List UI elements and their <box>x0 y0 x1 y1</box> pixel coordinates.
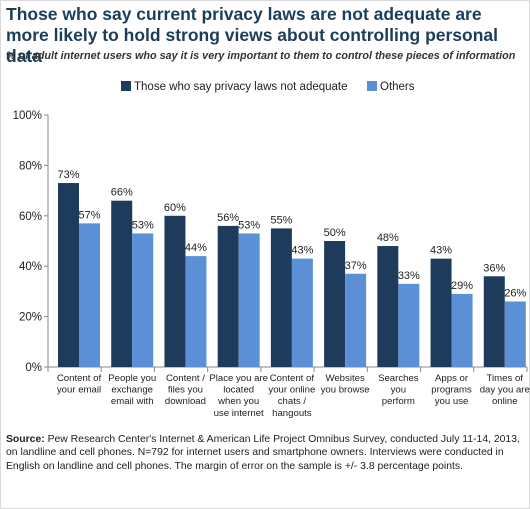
bar-not-adequate <box>270 228 292 367</box>
category-label-line: Times of <box>487 373 524 384</box>
data-label: 26% <box>504 287 526 299</box>
category-label-line: online <box>492 396 518 407</box>
data-label: 48% <box>377 232 399 244</box>
category-label-line: exchange <box>111 385 153 396</box>
bar-not-adequate <box>111 200 133 367</box>
bar-not-adequate <box>430 258 452 367</box>
legend-label: Others <box>380 81 415 93</box>
data-label: 43% <box>430 245 452 257</box>
category-label-line: you <box>391 385 406 396</box>
bar-others <box>238 233 260 367</box>
category-label: Content / files you download <box>165 373 206 407</box>
data-label: 50% <box>324 227 346 239</box>
legend-swatch <box>367 81 377 91</box>
bar-not-adequate <box>164 215 186 367</box>
category-label-line: you use <box>435 396 469 407</box>
bar-others <box>451 293 473 367</box>
category-label-line: email with <box>111 396 154 407</box>
data-label: 29% <box>451 280 473 292</box>
bar-others <box>291 258 313 367</box>
source-label: Source: <box>6 434 45 445</box>
category-label-line: perform <box>382 396 415 407</box>
category-label-line: use internet <box>214 408 264 419</box>
category-label: People you exchange email with <box>108 373 156 407</box>
y-tick-label: 20% <box>19 312 42 324</box>
category-label-line: download <box>165 396 206 407</box>
y-tick-label: 0% <box>25 362 42 374</box>
category-label-line: Websites <box>325 373 364 384</box>
category-label: Searches you perform <box>378 373 419 407</box>
data-label: 60% <box>164 202 186 214</box>
category-label-line: Searches <box>378 373 419 384</box>
chart-title: Those who say current privacy laws are n… <box>6 4 499 66</box>
bar-others <box>398 283 420 367</box>
chart-subtitle: % of adult internet users who say it is … <box>6 50 516 62</box>
category-label-line: People you <box>108 373 156 384</box>
source-text: Pew Research Center's Internet & America… <box>6 434 520 472</box>
data-label: 66% <box>111 187 133 199</box>
data-label: 73% <box>57 169 79 181</box>
data-label: 57% <box>78 209 100 221</box>
category-label-line: Apps or <box>435 373 469 384</box>
y-tick-label: 80% <box>19 160 42 172</box>
category-label: Content of your online chats / hangouts <box>268 373 315 419</box>
bar-others <box>504 301 526 367</box>
legend-label: Those who say privacy laws not adequate <box>134 81 348 93</box>
data-label: 37% <box>345 260 367 272</box>
source-note: Source: Pew Research Center's Internet &… <box>6 433 526 473</box>
category-label: Websites you browse <box>321 373 370 396</box>
category-label-line: Content of <box>270 373 315 384</box>
category-label-line: Content / <box>166 373 205 384</box>
category-label-line: when you <box>217 396 259 407</box>
data-label: 56% <box>217 212 239 224</box>
bar-chart: Those who say privacy laws not adequate O… <box>13 81 530 419</box>
data-label: 44% <box>185 242 207 254</box>
bar-others <box>132 233 154 367</box>
y-tick-label: 60% <box>19 211 42 223</box>
data-label: 36% <box>483 262 505 274</box>
category-label: Place you are located when you use internet <box>209 373 268 419</box>
category-label: Times of day you are online <box>480 373 530 407</box>
category-label-line: files you <box>168 385 203 396</box>
y-tick-label: 100% <box>13 110 42 122</box>
category-label-line: your online <box>268 385 315 396</box>
legend-swatch <box>121 81 131 91</box>
bar-not-adequate <box>217 225 239 367</box>
bar-not-adequate <box>377 246 399 367</box>
bar-not-adequate <box>58 183 79 367</box>
data-label: 43% <box>291 245 313 257</box>
category-label-line: you browse <box>321 385 370 396</box>
data-label: 55% <box>270 214 292 226</box>
category-label: Apps or programs you use <box>431 373 472 407</box>
data-label: 53% <box>132 219 154 231</box>
bar-others <box>79 223 100 367</box>
category-label-line: chats / <box>278 396 307 407</box>
category-label-line: hangouts <box>272 408 312 419</box>
category-label: Content of your email <box>57 373 102 396</box>
bar-others <box>185 256 207 367</box>
data-label: 33% <box>398 270 420 282</box>
category-label-line: day you are <box>480 385 530 396</box>
category-label-line: programs <box>431 385 472 396</box>
y-tick-label: 40% <box>19 261 42 273</box>
category-label-line: your email <box>57 385 101 396</box>
category-label-line: located <box>223 385 254 396</box>
bar-not-adequate <box>324 241 346 367</box>
bar-others <box>345 273 367 367</box>
bar-not-adequate <box>483 276 505 367</box>
data-label: 53% <box>238 219 260 231</box>
category-label-line: Place you are <box>209 373 268 384</box>
category-label-line: Content of <box>57 373 102 384</box>
